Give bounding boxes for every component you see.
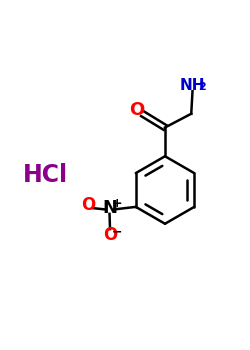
Text: O: O [103,226,117,244]
Text: N: N [102,199,117,217]
Text: HCl: HCl [22,163,68,187]
Text: NH: NH [180,78,205,93]
Text: O: O [81,196,95,214]
Text: O: O [130,101,144,119]
Text: 2: 2 [198,82,206,92]
Text: +: + [111,197,122,210]
Text: −: − [111,226,122,239]
